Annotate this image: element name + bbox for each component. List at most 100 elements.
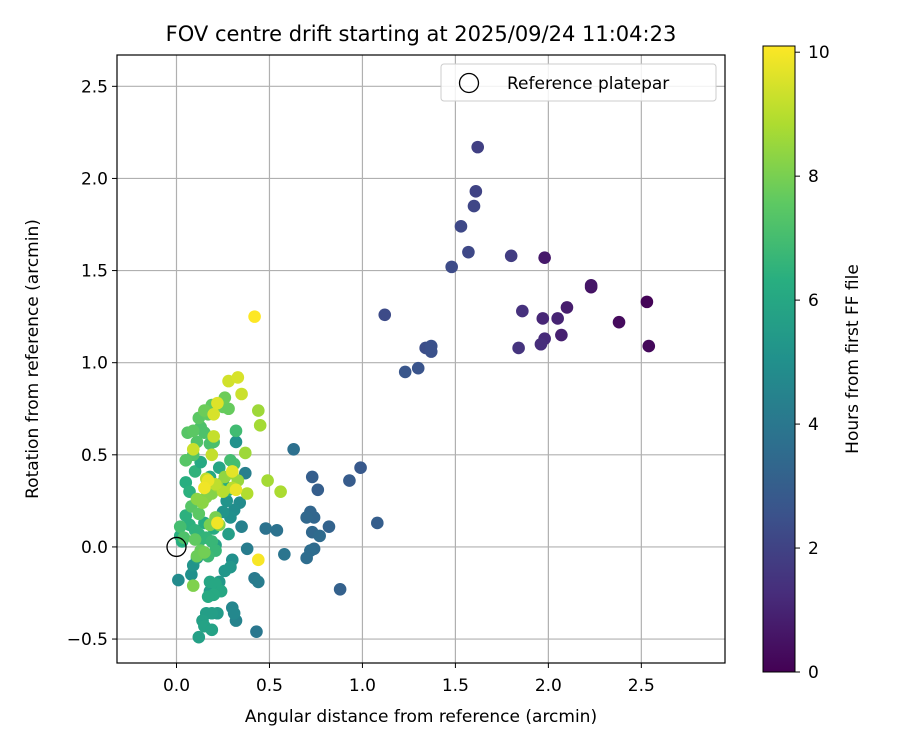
scatter-point (378, 308, 392, 322)
y-tick-label: 0.0 (81, 538, 108, 558)
scatter-point (322, 520, 336, 533)
scatter-point (188, 465, 202, 478)
scatter-point (371, 516, 384, 530)
legend-box (440, 63, 717, 102)
scatter-point (445, 260, 458, 274)
scatter-point (229, 435, 243, 449)
scatter-point (248, 310, 261, 323)
scatter-point (536, 312, 550, 325)
x-tick-label: 0.0 (163, 676, 190, 696)
plot-frame (116, 54, 726, 664)
scatter-point (584, 279, 598, 292)
scatter-point (172, 573, 185, 587)
scatter-point (278, 547, 291, 561)
y-tick-label: 0.5 (81, 446, 108, 466)
scatter-point (173, 520, 187, 533)
scatter-point (612, 315, 626, 329)
scatter-point (252, 575, 265, 589)
scatter-point (512, 341, 525, 355)
grid-lines (117, 55, 725, 663)
scatter-point (469, 185, 483, 198)
scatter-point (225, 465, 239, 478)
scatter-point (240, 542, 254, 556)
scatter-point (343, 474, 356, 487)
scatter-point (300, 551, 313, 565)
scatter-point (467, 199, 481, 213)
scatter-point (222, 402, 235, 416)
scatter-point (207, 430, 220, 443)
scatter-point (534, 337, 548, 351)
scatter-point (354, 461, 367, 475)
colorbar-ticks: 0 2 4 6 8 10 (795, 43, 830, 683)
scatter-point (218, 564, 232, 578)
scatter-point (235, 520, 248, 533)
scatter-point (398, 365, 412, 379)
legend-label: Reference platepar (507, 74, 669, 94)
scatter-point (207, 407, 220, 421)
scatter-point (538, 251, 551, 264)
scatter-point (186, 579, 200, 592)
scatter-point (259, 522, 273, 535)
scatter-point (222, 527, 235, 541)
scatter-point (411, 361, 425, 375)
colorbar-tick-label: 0 (808, 663, 819, 683)
y-tick-label: 2.5 (81, 77, 108, 97)
scatter-point (235, 387, 248, 401)
scatter-point (188, 533, 202, 546)
y-axis-label: Rotation from reference (arcmin) (23, 219, 43, 499)
y-tick-label: 1.5 (81, 262, 108, 282)
scatter-point (300, 511, 313, 524)
x-axis-label: Angular distance from reference (arcmin) (245, 707, 597, 727)
scatter-point (205, 448, 219, 462)
scatter-point (640, 295, 654, 309)
x-tick-label: 0.5 (256, 676, 283, 696)
scatter-point (205, 623, 219, 637)
scatter-point (311, 483, 325, 497)
scatter-point (229, 424, 243, 438)
legend-reference-marker (458, 72, 480, 94)
scatter-point (250, 625, 263, 638)
scatter-point (333, 583, 347, 596)
scatter-point (231, 371, 245, 384)
scatter-point (270, 524, 284, 537)
scatter-point (305, 470, 319, 484)
x-tick-label: 2.0 (535, 676, 562, 696)
scatter-point (201, 590, 215, 603)
scatter-point (462, 245, 475, 259)
scatter-point (240, 487, 254, 500)
y-tick-label: 1.0 (81, 354, 108, 374)
scatter-point (229, 483, 243, 497)
data-points (172, 140, 656, 644)
colorbar-tick-label: 2 (808, 539, 819, 559)
scatter-point (471, 140, 485, 154)
scatter-point (252, 553, 265, 567)
colorbar-tick-label: 8 (808, 167, 819, 187)
scatter-point (252, 404, 265, 417)
scatter-point (551, 312, 564, 325)
scatter-point (516, 304, 529, 318)
scatter-point (560, 301, 574, 314)
y-tick-label: −0.5 (67, 630, 108, 650)
legend: Reference platepar (440, 63, 717, 102)
scatter-point (227, 606, 241, 620)
scatter-point (454, 220, 468, 233)
scatter-point (642, 339, 656, 353)
scatter-point (424, 345, 438, 358)
x-axis-ticks: 0.0 0.5 1.0 1.5 2.0 2.5 (163, 663, 655, 696)
scatter-point (253, 419, 267, 432)
chart-title: FOV centre drift starting at 2025/09/24 … (166, 22, 677, 46)
x-tick-label: 1.0 (349, 676, 376, 696)
reference-marker (166, 536, 187, 558)
scatter-point (179, 454, 193, 467)
colorbar-label: Hours from first FF file (843, 264, 863, 454)
colorbar-tick-label: 10 (808, 43, 830, 63)
scatter-point (211, 516, 224, 530)
y-tick-label: 2.0 (81, 169, 108, 189)
scatter-point (198, 546, 211, 559)
scatter-point (190, 492, 204, 506)
scatter-point (287, 442, 300, 456)
colorbar-tick-label: 4 (808, 415, 819, 435)
scatter-point (192, 507, 206, 521)
scatter-point (238, 446, 252, 460)
